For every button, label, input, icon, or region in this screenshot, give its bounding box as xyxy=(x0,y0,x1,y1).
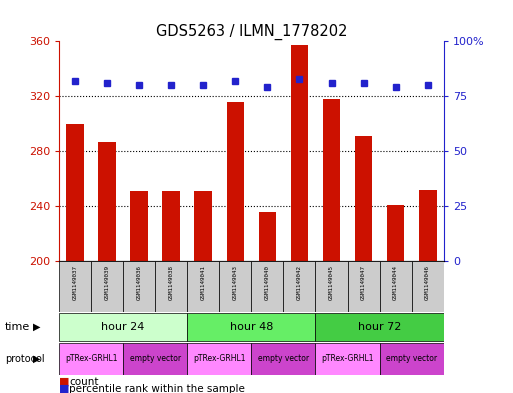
Bar xyxy=(283,261,315,312)
Text: GSM1149046: GSM1149046 xyxy=(425,265,430,300)
Text: percentile rank within the sample: percentile rank within the sample xyxy=(69,384,245,393)
Bar xyxy=(323,99,340,261)
Bar xyxy=(130,191,148,261)
Bar xyxy=(155,261,187,312)
Bar xyxy=(187,261,220,312)
Bar xyxy=(123,343,187,375)
Bar xyxy=(315,261,348,312)
Text: hour 72: hour 72 xyxy=(358,322,401,332)
Text: empty vector: empty vector xyxy=(386,354,437,363)
Text: GSM1149037: GSM1149037 xyxy=(72,265,77,300)
Title: GDS5263 / ILMN_1778202: GDS5263 / ILMN_1778202 xyxy=(155,24,347,40)
Text: empty vector: empty vector xyxy=(130,354,181,363)
Text: count: count xyxy=(69,377,99,387)
Bar xyxy=(419,190,437,261)
Text: GSM1149041: GSM1149041 xyxy=(201,265,206,300)
Text: ▶: ▶ xyxy=(33,354,41,364)
Bar xyxy=(251,261,283,312)
Text: GSM1149036: GSM1149036 xyxy=(136,265,142,300)
Text: protocol: protocol xyxy=(5,354,45,364)
Bar xyxy=(123,261,155,312)
Text: GSM1149039: GSM1149039 xyxy=(105,265,110,300)
Text: GSM1149040: GSM1149040 xyxy=(265,265,270,300)
Bar xyxy=(59,261,91,312)
Bar xyxy=(315,313,444,341)
Bar xyxy=(220,261,251,312)
Text: GSM1149047: GSM1149047 xyxy=(361,265,366,300)
Bar xyxy=(355,136,372,261)
Bar xyxy=(91,261,123,312)
Text: GSM1149038: GSM1149038 xyxy=(169,265,174,300)
Bar xyxy=(387,205,404,261)
Text: ■: ■ xyxy=(59,384,69,393)
Bar xyxy=(98,141,116,261)
Text: ▶: ▶ xyxy=(33,322,41,332)
Bar xyxy=(59,313,187,341)
Text: GSM1149042: GSM1149042 xyxy=(297,265,302,300)
Bar xyxy=(380,343,444,375)
Text: GSM1149045: GSM1149045 xyxy=(329,265,334,300)
Bar xyxy=(259,212,276,261)
Bar xyxy=(194,191,212,261)
Text: pTRex-GRHL1: pTRex-GRHL1 xyxy=(193,354,246,363)
Text: empty vector: empty vector xyxy=(258,354,309,363)
Bar xyxy=(187,313,315,341)
Text: hour 24: hour 24 xyxy=(102,322,145,332)
Text: GSM1149044: GSM1149044 xyxy=(393,265,398,300)
Bar xyxy=(59,343,123,375)
Text: pTRex-GRHL1: pTRex-GRHL1 xyxy=(65,354,117,363)
Text: hour 48: hour 48 xyxy=(230,322,273,332)
Text: GSM1149043: GSM1149043 xyxy=(233,265,238,300)
Bar xyxy=(66,124,84,261)
Bar xyxy=(348,261,380,312)
Bar xyxy=(380,261,411,312)
Text: time: time xyxy=(5,322,30,332)
Bar xyxy=(227,102,244,261)
Text: pTRex-GRHL1: pTRex-GRHL1 xyxy=(321,354,374,363)
Bar xyxy=(315,343,380,375)
Text: ■: ■ xyxy=(59,377,69,387)
Bar xyxy=(163,191,180,261)
Bar xyxy=(251,343,315,375)
Bar xyxy=(411,261,444,312)
Bar xyxy=(187,343,251,375)
Bar xyxy=(291,45,308,261)
